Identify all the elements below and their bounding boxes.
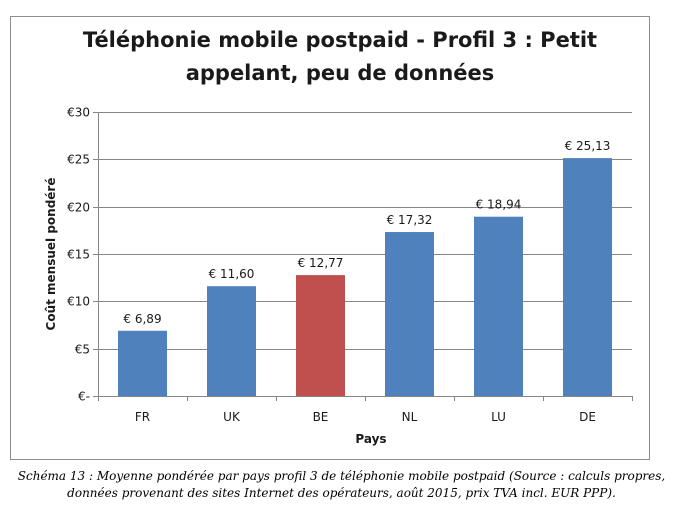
y-axis-ticks: €- €5 €10 €15 €20 €25 €30 xyxy=(67,106,98,404)
data-label: € 17,32 xyxy=(387,213,433,227)
bar-be xyxy=(296,275,345,396)
x-tick-label: DE xyxy=(579,410,596,424)
chart-title-line-1: Téléphonie mobile postpaid - Profil 3 : … xyxy=(82,28,598,52)
bar-lu xyxy=(474,216,523,396)
bar-chart: €- €5 €10 €15 €20 €25 €30 € 6,89 € 11,60 € 12,77… xyxy=(44,106,633,446)
y-tick-label: €20 xyxy=(67,201,90,215)
data-label: € 12,77 xyxy=(298,256,344,270)
bar-de xyxy=(563,158,612,396)
data-label: € 25,13 xyxy=(565,139,611,153)
bar-nl xyxy=(385,232,434,396)
x-tick-label: LU xyxy=(491,410,506,424)
y-tick-label: €25 xyxy=(67,153,90,167)
data-labels: € 6,89 € 11,60 € 12,77 € 17,32 € 18,94 € 25,1… xyxy=(123,139,610,326)
y-tick-label: €5 xyxy=(75,343,90,357)
data-label: € 18,94 xyxy=(476,198,522,212)
y-axis-title: Coût mensuel pondéré xyxy=(44,178,58,331)
bar-fr xyxy=(118,330,167,396)
x-axis-ticks: FR UK BE NL LU DE xyxy=(98,396,633,424)
bar-uk xyxy=(207,286,256,396)
x-tick-label: BE xyxy=(313,410,329,424)
x-axis-title: Pays xyxy=(355,432,386,446)
x-tick-label: UK xyxy=(223,410,241,424)
chart-title-line-2: appelant, peu de données xyxy=(185,61,495,85)
figure-caption: Schéma 13 : Moyenne pondérée par pays pr… xyxy=(0,468,683,502)
data-label: € 6,89 xyxy=(123,312,161,326)
gridlines xyxy=(98,112,632,350)
bars xyxy=(118,158,612,396)
chart-title: Téléphonie mobile postpaid - Profil 3 : … xyxy=(40,24,640,90)
x-tick-label: NL xyxy=(402,410,418,424)
x-tick-label: FR xyxy=(135,410,150,424)
caption-line-1: Schéma 13 : Moyenne pondérée par pays pr… xyxy=(17,469,666,483)
data-label: € 11,60 xyxy=(209,267,255,281)
caption-line-2: données provenant des sites Internet des… xyxy=(67,486,616,500)
y-tick-label: €- xyxy=(78,390,90,404)
y-tick-label: €30 xyxy=(67,106,90,120)
y-tick-label: €10 xyxy=(67,295,90,309)
y-tick-label: €15 xyxy=(67,248,90,262)
